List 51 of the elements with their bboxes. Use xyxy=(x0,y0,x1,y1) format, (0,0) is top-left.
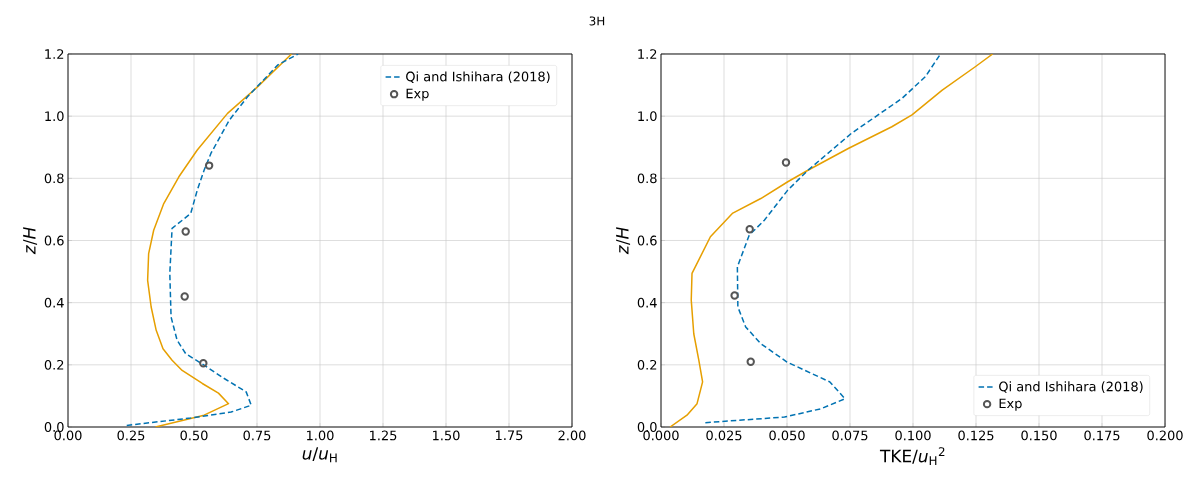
point xyxy=(745,225,754,234)
x-tick-label: 0.125 xyxy=(958,430,994,441)
x-tick-label: 0.75 xyxy=(243,430,271,441)
point xyxy=(746,357,755,366)
x-tick-label: 0.100 xyxy=(895,430,931,441)
point xyxy=(204,161,214,170)
x-tick-label: 1.50 xyxy=(433,430,460,441)
x-tick-label: 0.000 xyxy=(643,430,679,441)
x-tick-label: 0.075 xyxy=(832,430,868,441)
y-tick-label: 0.8 xyxy=(637,173,657,184)
text: 3H xyxy=(589,16,605,26)
y-tick-label: 0.6 xyxy=(637,235,657,246)
x-tick-label: 2.00 xyxy=(558,430,586,441)
y-tick-label: 0.0 xyxy=(637,422,657,432)
y-tick-label: 1.0 xyxy=(638,111,657,122)
line-series xyxy=(125,54,299,427)
y-tick-label: 1.2 xyxy=(45,49,64,59)
y-tick-label: 1.2 xyxy=(638,49,657,59)
point xyxy=(199,359,208,368)
y-tick-label: 0.2 xyxy=(637,359,657,370)
y-tick-label: 0.8 xyxy=(44,173,64,184)
x-tick-label: 0.00 xyxy=(54,430,82,441)
y-tick-label: 0.4 xyxy=(637,297,657,308)
y-tick-label: 0.0 xyxy=(44,422,64,432)
x-tick-label: 0.050 xyxy=(769,430,805,441)
x-tick-label: 1.75 xyxy=(496,430,523,441)
x-tick-label: 0.50 xyxy=(180,430,208,441)
y-tick-label: 0.4 xyxy=(44,297,64,308)
x-tick-label: 1.25 xyxy=(370,430,397,441)
legend-label: Exp xyxy=(999,398,1022,411)
x-tick-label: 0.25 xyxy=(117,430,145,441)
legend-label: Qi and Ishihara (2018) xyxy=(999,381,1143,393)
x-axis-title: TKE/u$_{H}$2 xyxy=(879,447,945,465)
point xyxy=(730,291,739,300)
line-series xyxy=(146,54,293,427)
point xyxy=(781,158,791,167)
legend-label: Qi and Ishihara (2018) xyxy=(406,71,550,83)
line-series xyxy=(704,54,942,424)
point xyxy=(181,227,190,236)
y-tick-label: 0.2 xyxy=(44,359,64,370)
x-axis-title: u/u$_{H}$ xyxy=(302,447,337,463)
x-tick-label: 1.00 xyxy=(307,430,334,441)
point xyxy=(180,292,189,301)
y-tick-label: 1.0 xyxy=(45,111,64,122)
x-tick-label: 0.150 xyxy=(1021,430,1057,441)
x-tick-label: 0.025 xyxy=(706,430,742,441)
x-tick-label: 0.175 xyxy=(1084,430,1120,441)
x-tick-label: 0.200 xyxy=(1147,430,1183,441)
y-tick-label: 0.6 xyxy=(44,235,64,246)
legend-label: Exp xyxy=(406,88,429,101)
line-series xyxy=(669,54,994,427)
